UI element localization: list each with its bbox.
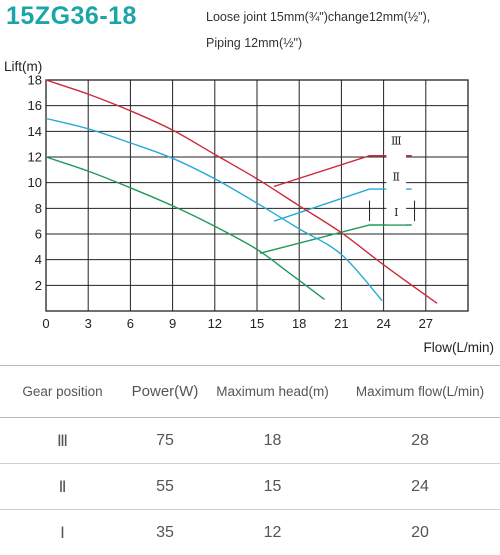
series-line-gear-3 bbox=[46, 80, 437, 303]
cell-gear: Ⅱ bbox=[0, 464, 125, 510]
y-tick-label: 4 bbox=[35, 252, 42, 267]
cell-max-flow: 28 bbox=[340, 418, 500, 464]
x-tick-label: 15 bbox=[250, 316, 264, 331]
y-tick-label: 6 bbox=[35, 227, 42, 242]
table-row: Ⅰ 35 12 20 bbox=[0, 510, 500, 555]
cell-max-head: 12 bbox=[205, 510, 340, 555]
cell-max-head: 18 bbox=[205, 418, 340, 464]
header-gear-position: Gear position bbox=[0, 365, 125, 418]
y-tick-label: 8 bbox=[35, 201, 42, 216]
x-tick-label: 0 bbox=[42, 316, 49, 331]
x-axis-label: Flow(L/min) bbox=[423, 340, 494, 355]
table-row: Ⅲ 75 18 28 bbox=[0, 418, 500, 464]
cell-gear: Ⅲ bbox=[0, 418, 125, 464]
gear-label: Ⅱ bbox=[393, 170, 400, 183]
x-tick-label: 9 bbox=[169, 316, 176, 331]
header-power: Power(W) bbox=[125, 365, 205, 418]
y-tick-label: 18 bbox=[28, 73, 42, 88]
gear-label: Ⅰ bbox=[394, 206, 398, 219]
cell-power: 35 bbox=[125, 510, 205, 555]
x-tick-label: 3 bbox=[85, 316, 92, 331]
header-max-head: Maximum head(m) bbox=[205, 365, 340, 418]
table-row: Ⅱ 55 15 24 bbox=[0, 464, 500, 510]
x-tick-label: 12 bbox=[208, 316, 222, 331]
y-tick-label: 16 bbox=[28, 98, 42, 113]
header-max-flow: Maximum flow(L/min) bbox=[340, 365, 500, 418]
y-tick-label: 14 bbox=[28, 124, 42, 139]
cell-max-flow: 24 bbox=[340, 464, 500, 510]
x-tick-label: 24 bbox=[376, 316, 390, 331]
cell-max-flow: 20 bbox=[340, 510, 500, 555]
y-tick-label: 12 bbox=[28, 150, 42, 165]
cell-power: 75 bbox=[125, 418, 205, 464]
cell-power: 55 bbox=[125, 464, 205, 510]
table-header-row: Gear position Power(W) Maximum head(m) M… bbox=[0, 365, 500, 418]
cell-max-head: 15 bbox=[205, 464, 340, 510]
y-tick-label: 2 bbox=[35, 278, 42, 293]
spec-table: Gear position Power(W) Maximum head(m) M… bbox=[0, 365, 500, 555]
gear-label: Ⅲ bbox=[391, 134, 402, 147]
y-tick-label: 10 bbox=[28, 175, 42, 190]
x-tick-label: 27 bbox=[419, 316, 433, 331]
y-axis-label: Lift(m) bbox=[4, 59, 42, 74]
cell-gear: Ⅰ bbox=[0, 510, 125, 555]
x-tick-label: 6 bbox=[127, 316, 134, 331]
x-tick-label: 18 bbox=[292, 316, 306, 331]
series-line-gear-2 bbox=[46, 119, 382, 301]
series-lines bbox=[46, 80, 437, 303]
x-tick-label: 21 bbox=[334, 316, 348, 331]
